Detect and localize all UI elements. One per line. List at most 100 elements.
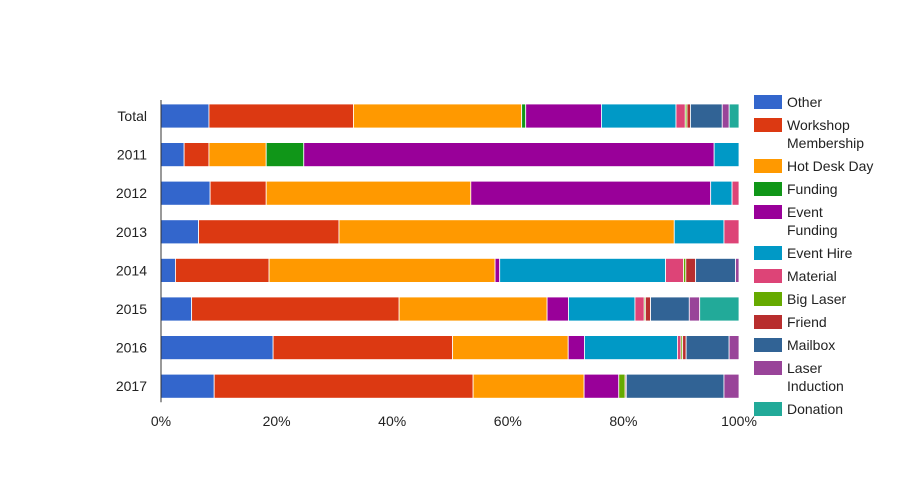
legend-item-other[interactable]: Other	[754, 94, 822, 110]
bar-segment-2012-event-funding[interactable]	[470, 180, 712, 206]
legend-swatch	[754, 292, 782, 306]
bar-segment-2014-other[interactable]	[160, 257, 176, 283]
bar-segment-2012-other[interactable]	[160, 180, 211, 206]
bar-segment-2014-friend[interactable]	[685, 257, 697, 283]
bar-segment-2017-workshop-membership[interactable]	[213, 373, 474, 399]
legend-item-donation[interactable]: Donation	[754, 401, 843, 417]
bar-segment-2011-event-hire[interactable]	[713, 142, 740, 168]
legend-item-event-funding[interactable]: Event Funding	[754, 204, 838, 238]
bar-segment-2011-event-funding[interactable]	[303, 142, 715, 168]
legend-label: Event Hire	[787, 245, 853, 261]
bar-segment-2015-other[interactable]	[160, 296, 193, 322]
bar-segment-2015-material[interactable]	[634, 296, 645, 322]
bar-segment-2015-event-funding[interactable]	[546, 296, 569, 322]
bar-segment-2016-event-funding[interactable]	[567, 335, 585, 361]
bar-segment-2017-big-laser[interactable]	[618, 373, 626, 399]
bar-segment-2014-workshop-membership[interactable]	[175, 257, 270, 283]
x-axis: 0% 20% 40% 60% 80% 100%	[151, 413, 757, 429]
bar-segment-2015-donation[interactable]	[699, 296, 740, 322]
y-tick-label: 2017	[116, 378, 147, 394]
legend-label: Event Funding	[787, 204, 838, 238]
legend-label: Hot Desk Day	[787, 158, 873, 174]
legend-item-mailbox[interactable]: Mailbox	[754, 337, 835, 353]
bar-segment-2017-mailbox[interactable]	[625, 373, 725, 399]
legend-item-material[interactable]: Material	[754, 268, 837, 284]
bar-segment-2014-material[interactable]	[665, 257, 684, 283]
bar-segment-2013-material[interactable]	[723, 219, 740, 245]
bar-segment-2016-friend[interactable]	[682, 335, 687, 361]
bar-segment-2017-laser-induction[interactable]	[723, 373, 740, 399]
bar-segment-2015-friend[interactable]	[644, 296, 651, 322]
bar-segment-2014-event-funding[interactable]	[494, 257, 501, 283]
bar-segment-2014-hot-desk-day[interactable]	[268, 257, 496, 283]
legend-item-event-hire[interactable]: Event Hire	[754, 245, 853, 261]
bar-segment-2016-workshop-membership[interactable]	[272, 335, 454, 361]
y-tick-label: 2015	[116, 301, 147, 317]
bar-segment-2016-event-hire[interactable]	[584, 335, 678, 361]
legend-swatch	[754, 402, 782, 416]
bar-segment-2015-laser-induction[interactable]	[688, 296, 701, 322]
bar-segment-2011-funding[interactable]	[265, 142, 305, 168]
bar-segment-total-friend[interactable]	[686, 103, 691, 129]
bar-segment-2013-event-hire[interactable]	[673, 219, 725, 245]
bar-segment-total-workshop-membership[interactable]	[208, 103, 354, 129]
bar-segment-2013-hot-desk-day[interactable]	[338, 219, 675, 245]
bar-segment-2016-other[interactable]	[160, 335, 274, 361]
legend-swatch	[754, 361, 782, 375]
bar-segment-2017-hot-desk-day[interactable]	[472, 373, 585, 399]
bar-segment-total-funding[interactable]	[521, 103, 527, 129]
bar-segment-2017-other[interactable]	[160, 373, 215, 399]
legend-swatch	[754, 159, 782, 173]
bar-segment-total-mailbox[interactable]	[690, 103, 723, 129]
bar-segment-2013-workshop-membership[interactable]	[198, 219, 340, 245]
bar-segment-2016-material[interactable]	[677, 335, 682, 361]
bar-segment-2014-mailbox[interactable]	[695, 257, 736, 283]
bar-segment-2015-event-hire[interactable]	[568, 296, 636, 322]
bar-segment-total-event-funding[interactable]	[525, 103, 602, 129]
bar-segment-2012-workshop-membership[interactable]	[209, 180, 267, 206]
bar-segment-2012-event-hire[interactable]	[710, 180, 733, 206]
legend-item-workshop-membership[interactable]: Workshop Membership	[754, 117, 864, 151]
bar-segment-2013-other[interactable]	[160, 219, 199, 245]
y-tick-label: 2016	[116, 340, 147, 356]
x-tick-label: 100%	[721, 413, 757, 429]
legend-item-laser-induction[interactable]: Laser Induction	[754, 360, 844, 394]
legend-item-funding[interactable]: Funding	[754, 181, 838, 197]
legend-item-big-laser[interactable]: Big Laser	[754, 291, 846, 307]
bar-segment-total-hot-desk-day[interactable]	[353, 103, 523, 129]
bar-segment-2012-hot-desk-day[interactable]	[265, 180, 472, 206]
bar-segment-2017-event-funding[interactable]	[583, 373, 620, 399]
bar-segment-total-laser-induction[interactable]	[721, 103, 730, 129]
bar-segment-total-event-hire[interactable]	[601, 103, 677, 129]
y-tick-label: 2013	[116, 224, 147, 240]
bar-segment-2014-event-hire[interactable]	[499, 257, 666, 283]
bar-segment-2012-material[interactable]	[731, 180, 740, 206]
bar-segment-2016-mailbox[interactable]	[685, 335, 730, 361]
bar-segment-2015-mailbox[interactable]	[650, 296, 690, 322]
x-tick-label: 0%	[151, 413, 171, 429]
bar-segment-2011-workshop-membership[interactable]	[183, 142, 210, 168]
x-tick-label: 20%	[263, 413, 291, 429]
legend-label: Donation	[787, 401, 843, 417]
legend-swatch	[754, 182, 782, 196]
bar-segment-total-other[interactable]	[160, 103, 210, 129]
bar-segment-2016-hot-desk-day[interactable]	[452, 335, 569, 361]
legend-item-friend[interactable]: Friend	[754, 314, 827, 330]
bar-segment-2016-laser-induction[interactable]	[728, 335, 740, 361]
bar-segment-total-material[interactable]	[675, 103, 686, 129]
bar-segment-2015-workshop-membership[interactable]	[191, 296, 400, 322]
legend-label: Funding	[787, 181, 838, 197]
bar-segment-2014-laser-induction[interactable]	[735, 257, 740, 283]
x-tick-label: 40%	[378, 413, 406, 429]
y-tick-label: 2012	[116, 185, 147, 201]
y-tick-label: Total	[117, 108, 147, 124]
bar-segment-2011-other[interactable]	[160, 142, 185, 168]
legend[interactable]: Other Workshop Membership Hot Desk Day Fundi…	[754, 94, 873, 417]
bar-segment-2015-hot-desk-day[interactable]	[398, 296, 548, 322]
bar-segment-total-donation[interactable]	[728, 103, 740, 129]
legend-label: Material	[787, 268, 837, 284]
legend-label: Friend	[787, 314, 827, 330]
bar-segment-2011-hot-desk-day[interactable]	[208, 142, 267, 168]
legend-item-hot-desk-day[interactable]: Hot Desk Day	[754, 158, 873, 174]
